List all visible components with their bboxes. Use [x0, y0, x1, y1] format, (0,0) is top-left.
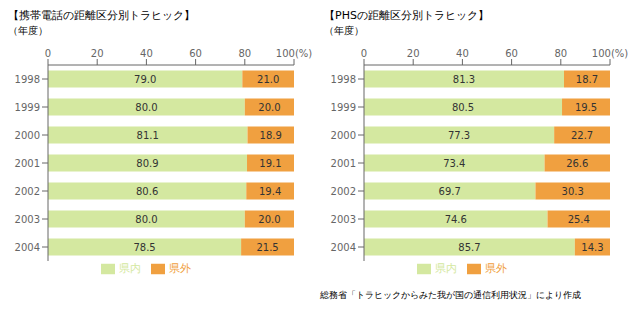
- svg-text:0: 0: [361, 48, 367, 59]
- svg-text:2000: 2000: [331, 130, 356, 141]
- svg-text:100(%): 100(%): [592, 48, 628, 59]
- svg-text:69.7: 69.7: [439, 186, 461, 197]
- svg-text:25.4: 25.4: [568, 214, 590, 225]
- svg-text:2003: 2003: [15, 214, 40, 225]
- svg-text:1998: 1998: [331, 74, 356, 85]
- svg-text:2001: 2001: [331, 158, 356, 169]
- svg-text:2004: 2004: [15, 242, 40, 253]
- svg-text:2003: 2003: [331, 214, 356, 225]
- svg-text:81.3: 81.3: [453, 74, 475, 85]
- svg-text:2002: 2002: [15, 186, 40, 197]
- svg-text:80.0: 80.0: [135, 214, 157, 225]
- svg-text:18.7: 18.7: [576, 74, 598, 85]
- html-text:（年度）: （年度）: [324, 25, 364, 36]
- svg-text:20.0: 20.0: [258, 214, 280, 225]
- html-text:【携帯電話の距離区分別トラヒック】: 【携帯電話の距離区分別トラヒック】: [8, 9, 195, 22]
- html-text:県外: 県外: [485, 262, 507, 275]
- svg-text:26.6: 26.6: [566, 158, 588, 169]
- svg-text:74.6: 74.6: [445, 214, 467, 225]
- svg-text:77.3: 77.3: [448, 130, 470, 141]
- html-text:県内: 県内: [119, 262, 141, 275]
- svg-text:78.5: 78.5: [133, 242, 155, 253]
- html-text:【PHSの距離区分別トラヒック】: 【PHSの距離区分別トラヒック】: [324, 9, 489, 22]
- svg-text:80.0: 80.0: [135, 102, 157, 113]
- svg-text:79.0: 79.0: [134, 74, 156, 85]
- html-text:県内: 県内: [435, 262, 457, 275]
- svg-text:60: 60: [189, 48, 202, 59]
- svg-text:1998: 1998: [15, 74, 40, 85]
- svg-text:85.7: 85.7: [458, 242, 480, 253]
- svg-text:20: 20: [91, 48, 104, 59]
- svg-text:1999: 1999: [331, 102, 356, 113]
- svg-text:80.5: 80.5: [452, 102, 474, 113]
- svg-text:19.1: 19.1: [259, 158, 281, 169]
- svg-text:2001: 2001: [15, 158, 40, 169]
- svg-text:20.0: 20.0: [258, 102, 280, 113]
- svg-text:80: 80: [238, 48, 251, 59]
- svg-text:30.3: 30.3: [562, 186, 584, 197]
- svg-text:80: 80: [554, 48, 567, 59]
- svg-text:0: 0: [45, 48, 51, 59]
- svg-text:21.0: 21.0: [257, 74, 279, 85]
- html-text:総務省「トラヒックからみた我が国の通信利用状況」により作成: 総務省「トラヒックからみた我が国の通信利用状況」により作成: [320, 290, 581, 300]
- svg-text:2004: 2004: [331, 242, 356, 253]
- svg-text:80.9: 80.9: [136, 158, 158, 169]
- svg-text:81.1: 81.1: [137, 130, 159, 141]
- svg-text:80.6: 80.6: [136, 186, 158, 197]
- svg-text:100(%): 100(%): [276, 48, 312, 59]
- svg-text:1999: 1999: [15, 102, 40, 113]
- svg-text:19.5: 19.5: [575, 102, 597, 113]
- svg-text:40: 40: [140, 48, 153, 59]
- svg-text:40: 40: [456, 48, 469, 59]
- html-text:県外: 県外: [169, 262, 191, 275]
- svg-text:22.7: 22.7: [571, 130, 593, 141]
- svg-text:14.3: 14.3: [581, 242, 603, 253]
- svg-text:60: 60: [505, 48, 518, 59]
- svg-text:21.5: 21.5: [256, 242, 278, 253]
- svg-text:19.4: 19.4: [259, 186, 281, 197]
- html-text:（年度）: （年度）: [8, 25, 48, 36]
- svg-text:73.4: 73.4: [443, 158, 465, 169]
- svg-text:20: 20: [407, 48, 420, 59]
- svg-text:2000: 2000: [15, 130, 40, 141]
- svg-text:2002: 2002: [331, 186, 356, 197]
- svg-text:18.9: 18.9: [260, 130, 282, 141]
